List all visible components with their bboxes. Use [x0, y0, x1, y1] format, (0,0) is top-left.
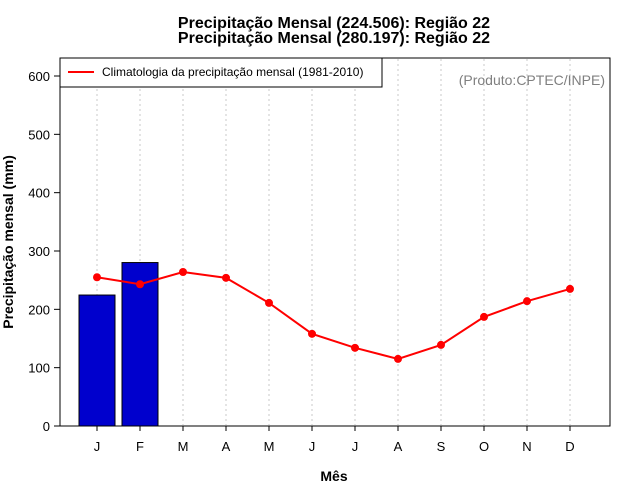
climatology-point [566, 284, 574, 293]
climatology-point [265, 298, 273, 307]
chart-title-line-1: Precipitação Mensal (224.506): Região 22 [178, 15, 490, 32]
climatology-point [394, 354, 402, 363]
legend-label: Climatologia da precipitação mensal (198… [102, 65, 363, 79]
climatology-point [136, 280, 144, 289]
bars [78, 262, 159, 427]
x-tick-label: M [264, 439, 275, 454]
x-tick-label: J [309, 439, 316, 454]
climatology-point [437, 340, 445, 349]
gridlines [96, 59, 571, 425]
x-tick-label: A [222, 439, 231, 454]
x-tick-label: J [94, 439, 101, 454]
x-tick-label: D [565, 439, 574, 454]
climatology-point [523, 297, 531, 306]
y-tick-label: 0 [43, 419, 50, 434]
y-tick-label: 300 [28, 244, 50, 259]
climatology-point [222, 273, 230, 282]
x-axis-label: Mês [320, 468, 347, 484]
climatology-point [351, 343, 359, 352]
legend: Climatologia da precipitação mensal (198… [59, 57, 383, 88]
climatology-series [93, 268, 574, 363]
x-tick-label: M [178, 439, 189, 454]
climatology-point [93, 273, 101, 282]
chart-title-line-2: Precipitação Mensal (280.197): Região 22 [178, 30, 490, 47]
x-tick-label: S [437, 439, 446, 454]
y-axis-label: Precipitação mensal (mm) [0, 155, 16, 329]
y-tick-label: 500 [28, 127, 50, 142]
y-tick-label: 100 [28, 361, 50, 376]
x-tick-label: J [352, 439, 359, 454]
climatology-line [96, 270, 571, 360]
x-tick-label: F [136, 439, 144, 454]
credit-label: (Produto:CPTEC/INPE) [459, 72, 605, 88]
y-tick-label: 200 [28, 302, 50, 317]
bar-J [78, 294, 116, 427]
y-tick-label: 600 [28, 69, 50, 84]
x-tick-label: O [479, 439, 489, 454]
climatology-point [308, 329, 316, 338]
x-tick-label: A [394, 439, 403, 454]
climatology-point [179, 268, 187, 276]
y-tick-label: 400 [28, 186, 50, 201]
climatology-point [480, 312, 488, 321]
y-axis: 0 100 200 300 400 500 600 [28, 69, 60, 434]
legend-box [59, 57, 383, 88]
x-tick-label: N [522, 439, 531, 454]
